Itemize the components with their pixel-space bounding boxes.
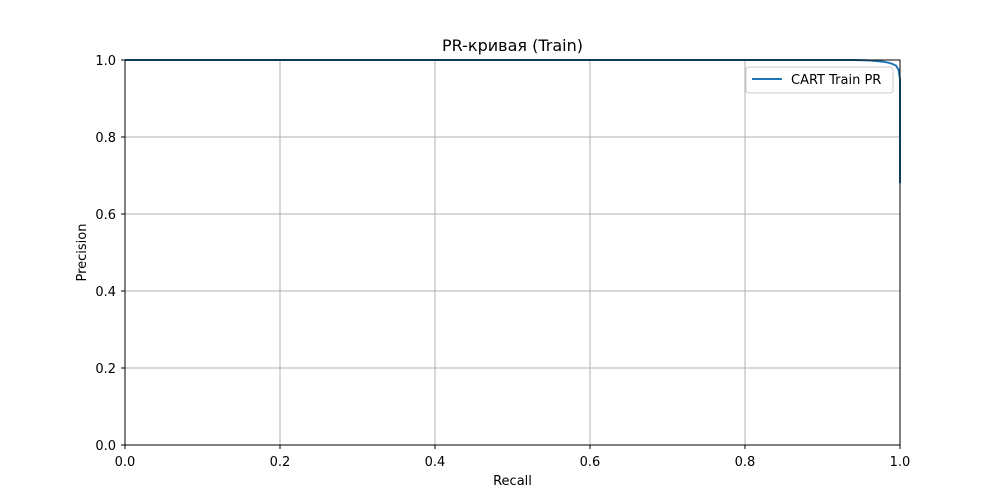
x-tick-label: 0.8 xyxy=(735,455,756,470)
y-tick-label: 0.2 xyxy=(95,362,116,377)
y-axis-label: Precision xyxy=(75,223,90,281)
grid-layer xyxy=(124,59,901,446)
y-tick-label: 0.4 xyxy=(95,285,116,300)
legend-label: CART Train PR xyxy=(791,73,881,88)
y-tick-label: 1.0 xyxy=(95,54,116,69)
legend-box xyxy=(745,66,894,94)
x-tick-label: 0.0 xyxy=(115,455,136,470)
x-tick-label: 0.4 xyxy=(425,455,446,470)
tick-layer: 0.0 0.2 0.4 0.6 0.8 1.0 0.0 0.2 0.4 0.6 0.8 1.0 xyxy=(95,54,910,470)
y-tick-label: 0.0 xyxy=(95,439,116,454)
x-tick-label: 0.6 xyxy=(580,455,601,470)
y-tick-label: 0.6 xyxy=(95,208,116,223)
x-axis-label: Recall xyxy=(493,474,532,489)
chart-title: PR-кривая (Train) xyxy=(442,36,583,55)
plot-frame xyxy=(124,59,901,446)
legend: CART Train PR xyxy=(745,66,894,94)
x-tick-label: 1.0 xyxy=(890,455,911,470)
y-tick-label: 0.8 xyxy=(95,131,116,146)
x-tick-label: 0.2 xyxy=(270,455,291,470)
